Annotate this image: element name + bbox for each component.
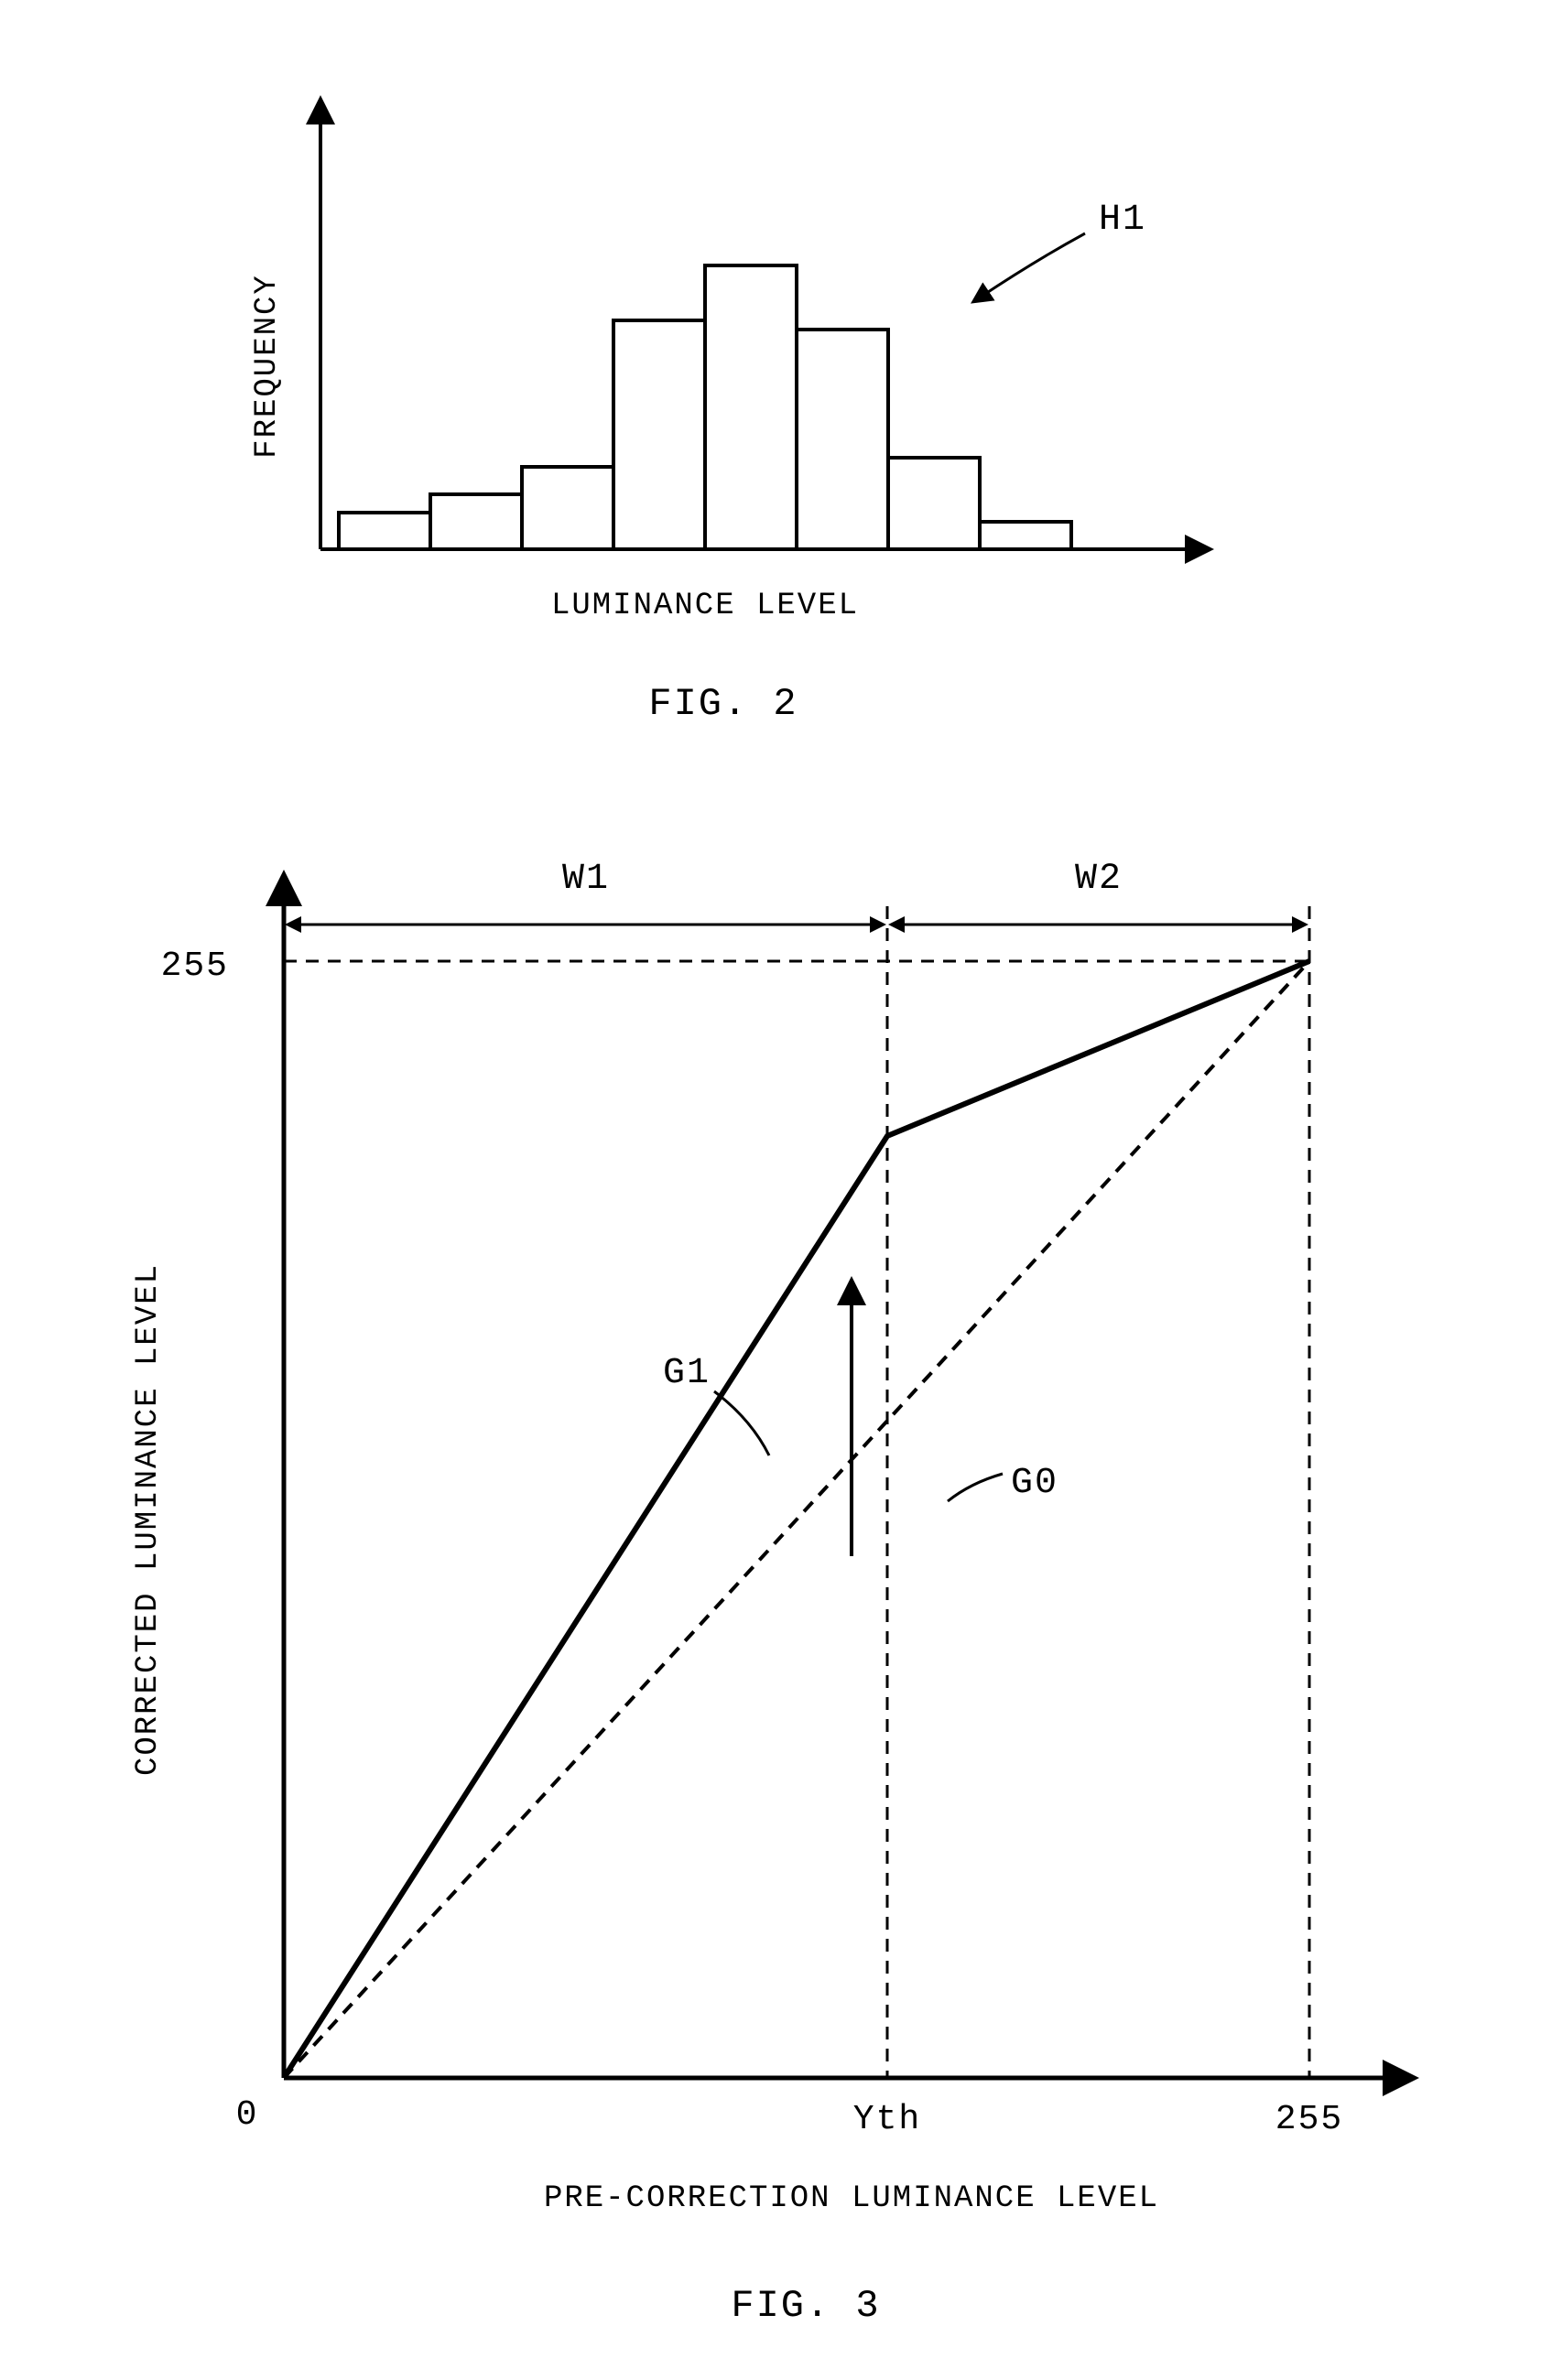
- fig3-y255-label: 255: [161, 947, 229, 986]
- fig2-caption: FIG. 2: [648, 682, 798, 726]
- fig3-g0-line: [284, 961, 1309, 2078]
- fig2-h1-label: H1: [1099, 200, 1146, 241]
- page-container: H1 FREQUENCY LUMINANCE LEVEL FIG. 2: [0, 0, 1552, 2378]
- fig3-w1-label: W1: [562, 859, 610, 900]
- fig2-bars: [339, 265, 1071, 549]
- fig3-origin-label: 0: [236, 2095, 259, 2135]
- fig2-svg: H1 FREQUENCY LUMINANCE LEVEL FIG. 2: [137, 37, 1419, 769]
- fig3-w2-label: W2: [1075, 859, 1123, 900]
- fig2-y-label: FREQUENCY: [250, 274, 285, 459]
- fig3-y-label: CORRECTED LUMINANCE LEVEL: [131, 1263, 166, 1776]
- fig3-caption: FIG. 3: [731, 2284, 880, 2328]
- fig2-bar-1: [430, 494, 522, 549]
- fig3-g1-leader: [714, 1391, 769, 1455]
- fig3-g1-label: G1: [663, 1353, 711, 1394]
- fig2-bar-5: [797, 330, 888, 549]
- fig2-bar-2: [522, 467, 613, 549]
- fig2-x-label: LUMINANCE LEVEL: [551, 589, 859, 623]
- fig3-x-label: PRE-CORRECTION LUMINANCE LEVEL: [544, 2181, 1159, 2216]
- fig2-bar-7: [980, 522, 1071, 549]
- fig3-g0-leader: [948, 1474, 1003, 1501]
- fig3-svg: W1 W2 G1 G0 0 Yth 255 255 PRE-CORRECTION…: [46, 778, 1511, 2380]
- fig2-h1-arrow: [980, 233, 1085, 298]
- fig3-x255-label: 255: [1275, 2100, 1343, 2139]
- fig3-g0-label: G0: [1011, 1463, 1058, 1504]
- fig2-bar-0: [339, 513, 430, 549]
- fig3-yth-label: Yth: [853, 2100, 921, 2139]
- fig2-bar-4: [705, 265, 797, 549]
- fig2-bar-3: [613, 320, 705, 549]
- fig2-bar-6: [888, 458, 980, 549]
